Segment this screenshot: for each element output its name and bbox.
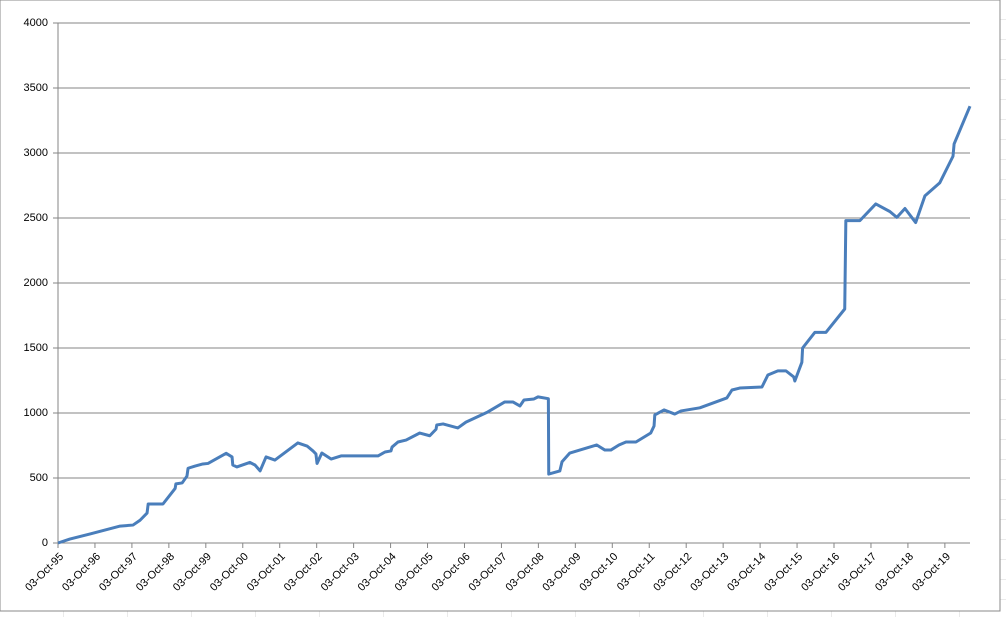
y-tick-label: 3500: [24, 82, 48, 94]
y-tick-label: 0: [42, 537, 48, 549]
y-tick-label: 4000: [24, 17, 48, 29]
y-tick-label: 1500: [24, 342, 48, 354]
y-tick-label: 2500: [24, 212, 48, 224]
y-tick-label: 3000: [24, 147, 48, 159]
y-tick-label: 500: [30, 472, 48, 484]
line: [57, 105, 972, 545]
y-tick-label: 1000: [24, 407, 48, 419]
y-tick-label: 2000: [24, 277, 48, 289]
